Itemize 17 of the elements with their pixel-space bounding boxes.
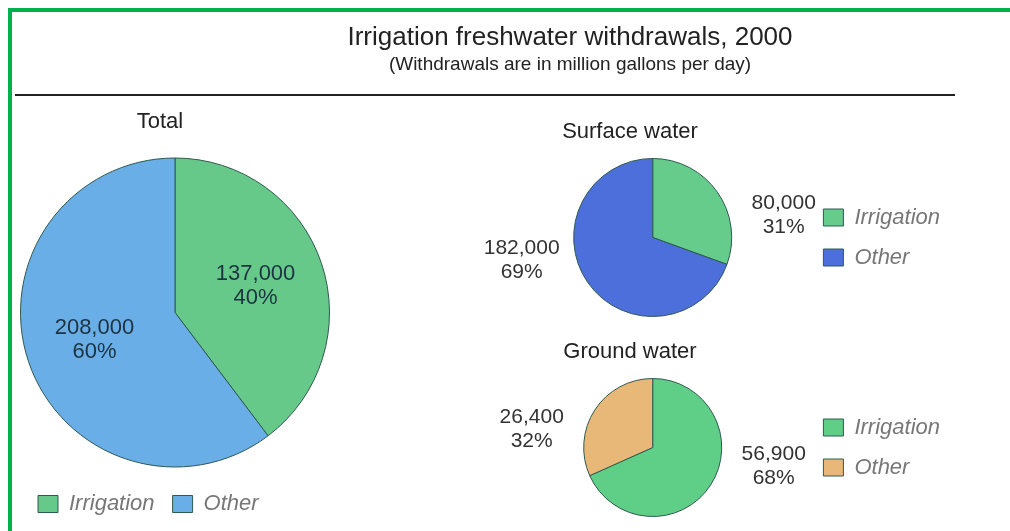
data-label: 56,900 68% (741, 441, 806, 489)
legend-label: Other (203, 490, 261, 516)
legend-label: Other (854, 243, 912, 269)
legend-label: Other (854, 453, 912, 479)
data-label: 182,000 69% (483, 234, 560, 282)
chart-title: Ground water (562, 338, 698, 364)
text: Irrigation freshwater withdrawals, 2000 (346, 20, 794, 52)
legend-label: Irrigation (854, 203, 940, 229)
data-label: 80,000 31% (751, 189, 816, 237)
chart-title: Surface water (561, 118, 699, 144)
data-label: 137,000 40% (215, 259, 296, 309)
legend-label: Irrigation (854, 413, 940, 439)
legend-label: Irrigation (69, 490, 155, 516)
text: (Withdrawals are in million gallons per day) (387, 52, 753, 76)
chart-title: Total (135, 108, 185, 134)
data-label: 26,400 32% (499, 403, 564, 451)
data-label: 208,000 60% (54, 313, 135, 363)
